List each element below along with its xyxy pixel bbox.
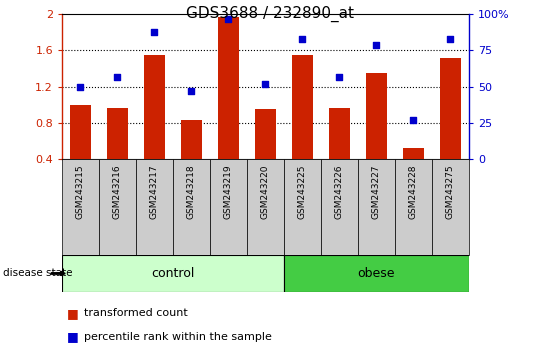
Bar — [358, 159, 395, 255]
Point — [261, 81, 270, 87]
Text: GSM243226: GSM243226 — [335, 164, 344, 218]
Text: GDS3688 / 232890_at: GDS3688 / 232890_at — [185, 5, 354, 22]
Text: percentile rank within the sample: percentile rank within the sample — [84, 332, 272, 342]
Point — [446, 36, 455, 42]
Bar — [218, 17, 239, 159]
Point — [409, 117, 418, 123]
Bar — [403, 148, 424, 159]
Point — [150, 29, 159, 34]
Text: GSM243215: GSM243215 — [76, 164, 85, 219]
Bar — [70, 105, 91, 159]
Bar — [284, 255, 469, 292]
Point — [224, 16, 233, 21]
Text: GSM243228: GSM243228 — [409, 164, 418, 218]
Text: GSM243218: GSM243218 — [187, 164, 196, 219]
Point — [113, 74, 122, 79]
Point — [76, 84, 85, 90]
Bar — [181, 120, 202, 159]
Bar — [136, 159, 173, 255]
Text: disease state: disease state — [3, 268, 72, 279]
Bar — [255, 109, 275, 159]
Bar — [173, 159, 210, 255]
Bar — [247, 159, 284, 255]
Bar — [107, 108, 128, 159]
Bar — [292, 55, 313, 159]
Point — [335, 74, 344, 79]
Bar — [144, 55, 164, 159]
Text: transformed count: transformed count — [84, 308, 187, 318]
Bar — [329, 108, 350, 159]
Bar — [321, 159, 358, 255]
Text: GSM243225: GSM243225 — [298, 164, 307, 218]
Bar — [432, 159, 469, 255]
Text: GSM243216: GSM243216 — [113, 164, 122, 219]
Bar — [99, 159, 136, 255]
Text: ■: ■ — [67, 331, 79, 343]
Text: ■: ■ — [67, 307, 79, 320]
Bar — [440, 58, 461, 159]
Bar — [395, 159, 432, 255]
Text: GSM243220: GSM243220 — [261, 164, 270, 218]
Point — [187, 88, 196, 94]
Bar — [62, 255, 284, 292]
Text: control: control — [151, 267, 195, 280]
Text: GSM243275: GSM243275 — [446, 164, 455, 219]
Text: GSM243219: GSM243219 — [224, 164, 233, 219]
Text: GSM243227: GSM243227 — [372, 164, 381, 218]
Point — [298, 36, 307, 42]
Point — [372, 42, 381, 47]
Text: obese: obese — [358, 267, 395, 280]
Text: GSM243217: GSM243217 — [150, 164, 159, 219]
Bar — [367, 73, 386, 159]
Bar — [284, 159, 321, 255]
Bar — [62, 159, 99, 255]
Bar — [210, 159, 247, 255]
